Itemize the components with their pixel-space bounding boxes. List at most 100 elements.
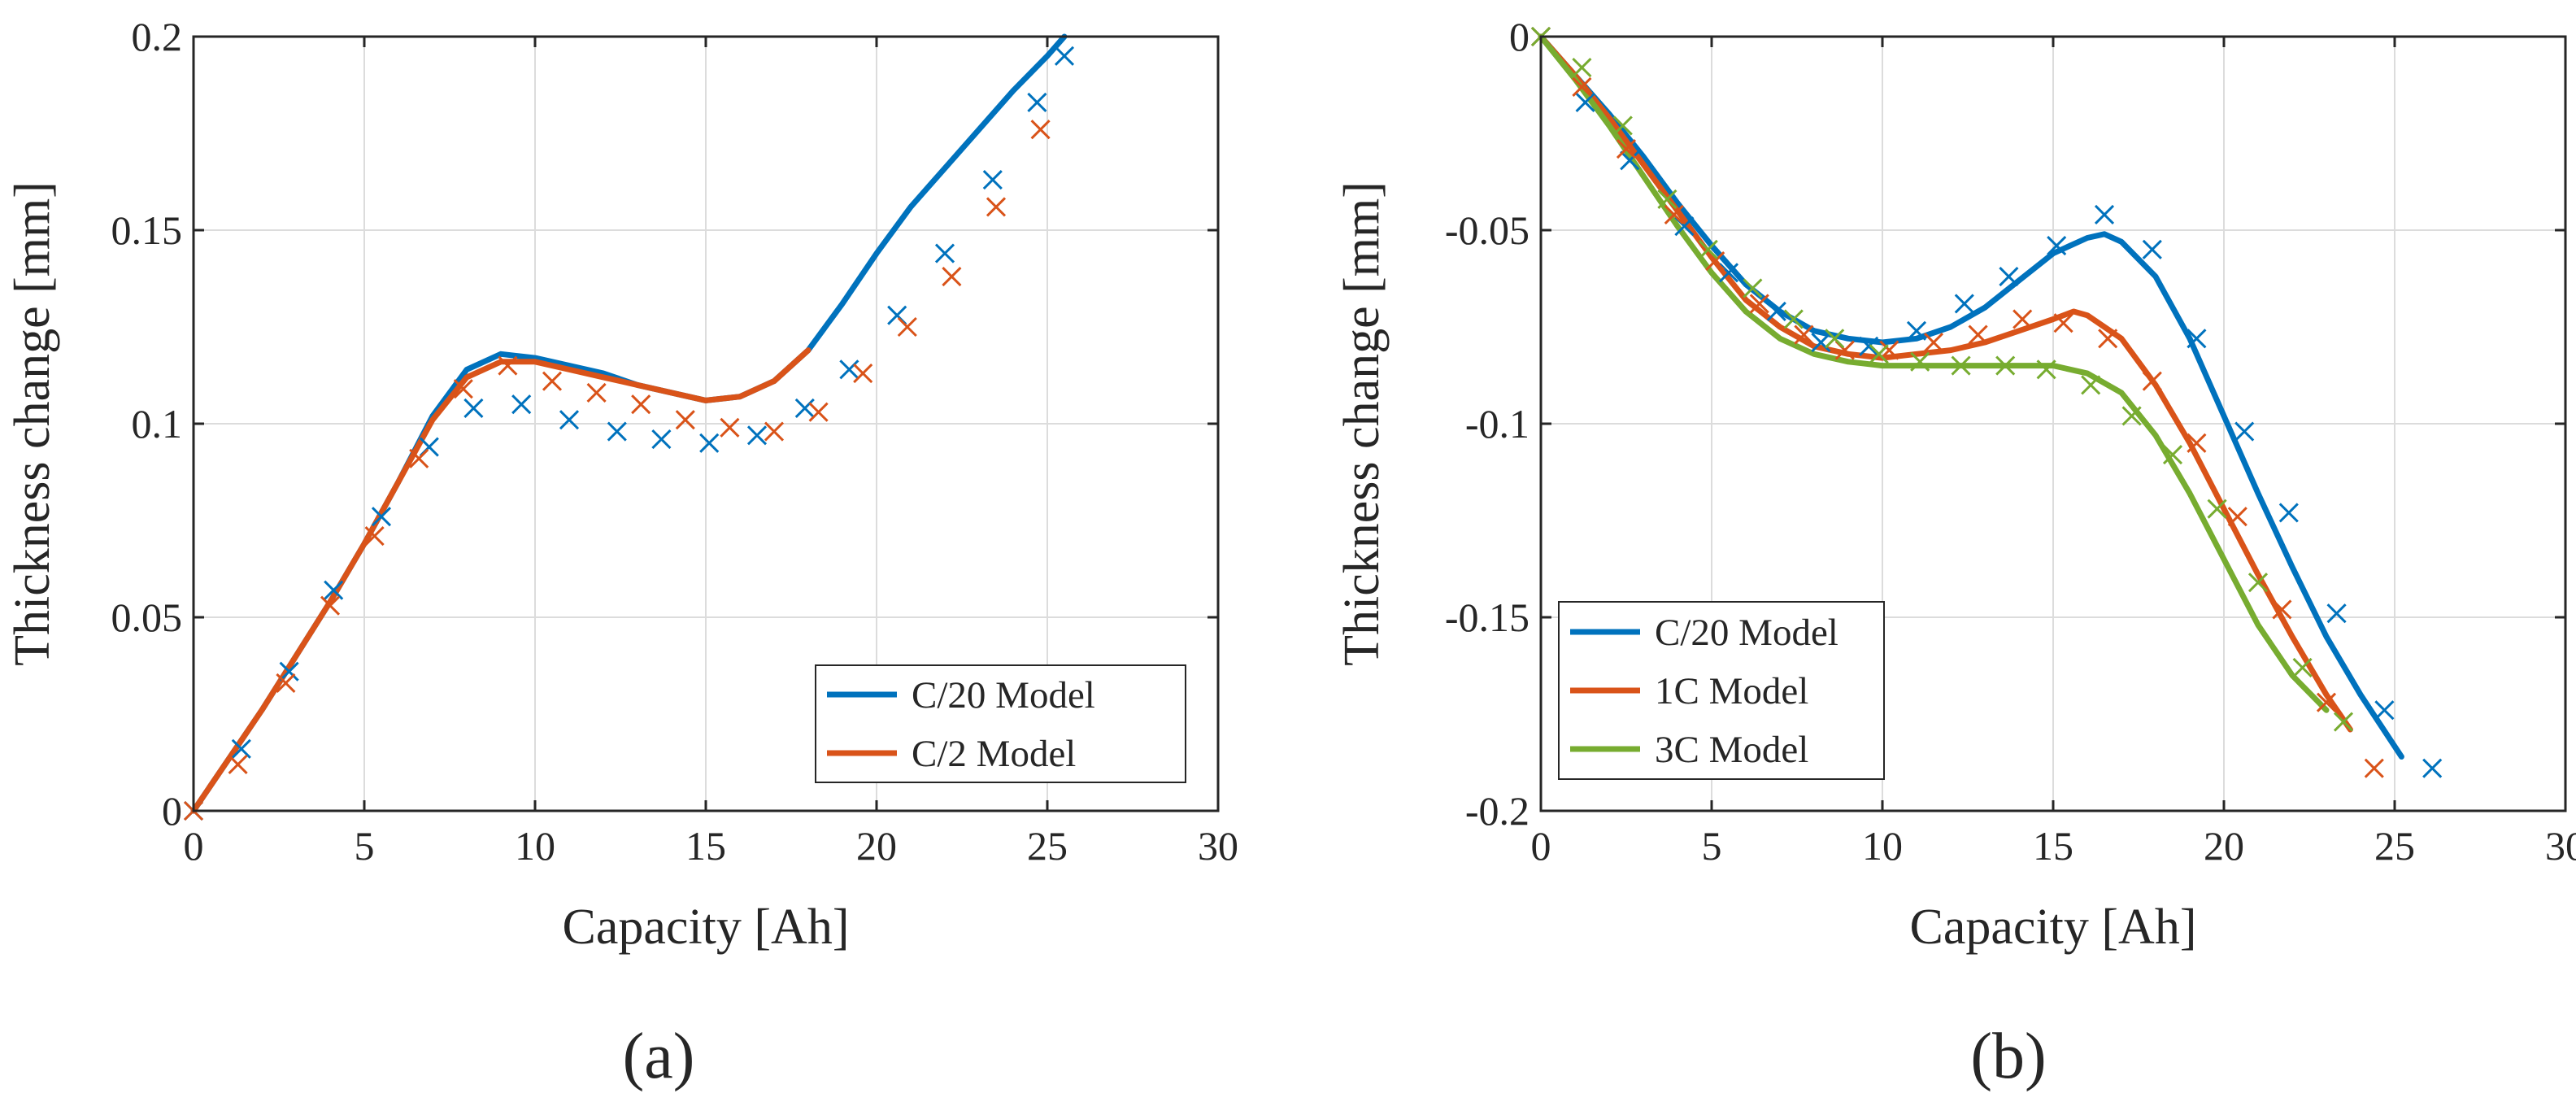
x-axis-label: Capacity [Ah] <box>1910 899 2197 955</box>
legend: C/20 Model C/2 Model <box>815 664 1186 783</box>
data-point-marker <box>2227 507 2247 527</box>
data-point-marker <box>651 429 672 450</box>
data-point-marker <box>934 243 955 264</box>
y-tick-label: 0.05 <box>111 595 183 640</box>
series-line <box>1538 33 2353 733</box>
y-tick-label: -0.15 <box>1445 595 1530 640</box>
data-point-marker <box>1743 278 1763 298</box>
y-tick-label: -0.05 <box>1445 207 1530 253</box>
data-point-marker <box>1718 263 1739 283</box>
legend-label: C/2 Model <box>912 733 1076 775</box>
data-point-marker <box>2047 235 2067 256</box>
data-point-marker <box>1811 332 1831 353</box>
y-tick-label: 0 <box>1509 14 1530 59</box>
x-tick-label: 20 <box>2204 823 2244 869</box>
data-point-marker <box>2098 329 2118 349</box>
data-point-marker <box>463 398 484 419</box>
data-point-marker <box>853 364 873 384</box>
y-tick-label: 0 <box>162 788 182 834</box>
x-tick-label: 5 <box>1702 823 1722 869</box>
data-point-marker <box>1968 324 1988 345</box>
data-point-marker <box>2036 359 2056 380</box>
data-point-marker <box>1923 332 1944 353</box>
data-point-marker <box>1030 120 1051 140</box>
data-point-marker <box>2316 692 2337 712</box>
data-point-marker <box>276 673 296 693</box>
x-tick-label: 10 <box>515 823 555 869</box>
data-point-marker <box>2187 433 2207 453</box>
data-point-marker <box>986 197 1007 217</box>
data-point-marker <box>699 433 720 453</box>
data-point-marker <box>2053 313 2073 333</box>
series-line <box>190 347 812 814</box>
data-point-marker <box>2333 712 2354 732</box>
data-point-marker <box>1749 294 1769 314</box>
data-point-marker <box>2012 309 2033 329</box>
x-tick-label: 15 <box>685 823 726 869</box>
data-point-marker <box>1995 355 2016 376</box>
data-point-marker <box>453 379 473 399</box>
legend-label: C/20 Model <box>912 674 1095 716</box>
data-point-marker <box>542 371 563 391</box>
x-tick-label: 0 <box>1531 823 1551 869</box>
data-point-marker <box>511 394 532 415</box>
data-point-marker <box>2278 503 2299 523</box>
data-point-marker <box>1616 138 1637 159</box>
data-point-marker <box>559 410 580 430</box>
y-tick-label: 0.2 <box>132 14 183 59</box>
data-point-marker <box>409 448 429 468</box>
data-point-marker <box>2162 445 2183 465</box>
data-point-marker <box>1657 189 1677 209</box>
x-tick-label: 5 <box>355 823 375 869</box>
data-point-marker <box>2326 603 2347 624</box>
data-point-marker <box>1766 301 1786 322</box>
data-point-marker <box>942 267 962 287</box>
data-point-marker <box>2247 573 2269 593</box>
data-point-marker <box>2207 499 2227 519</box>
data-point-marker <box>2374 700 2395 721</box>
data-point-marker <box>2094 204 2115 225</box>
y-tick-label: -0.2 <box>1465 788 1530 834</box>
data-point-marker <box>1705 251 1725 272</box>
data-point-marker <box>1999 267 2019 287</box>
data-point-marker <box>498 355 518 376</box>
data-point-marker <box>1664 204 1684 225</box>
legend-label: 1C Model <box>1655 670 1808 712</box>
data-point-marker <box>1869 344 1889 364</box>
data-point-marker <box>897 316 917 338</box>
data-point-marker <box>2142 239 2162 259</box>
x-tick-label: 25 <box>2374 823 2415 869</box>
x-tick-label: 30 <box>1198 823 1238 869</box>
legend-label: C/20 Model <box>1655 612 1838 654</box>
data-point-marker <box>631 394 651 415</box>
series-line <box>1538 33 2404 760</box>
data-point-marker <box>2142 371 2162 391</box>
data-point-marker <box>1951 355 1971 376</box>
data-point-marker <box>2121 406 2142 426</box>
data-point-marker <box>675 410 695 430</box>
data-point-marker <box>1698 239 1718 259</box>
x-tick-label: 0 <box>184 823 204 869</box>
data-point-marker <box>808 402 829 422</box>
data-point-marker <box>1054 46 1075 66</box>
data-point-marker <box>2272 599 2292 620</box>
data-point-marker <box>324 580 344 600</box>
data-point-marker <box>586 382 607 403</box>
data-point-marker <box>607 421 627 442</box>
data-point-marker <box>279 661 299 682</box>
panel-label-a: (a) <box>623 1021 695 1092</box>
data-point-marker <box>720 417 740 438</box>
x-tick-label: 20 <box>856 823 897 869</box>
legend: C/20 Model 1C Model 3C Model <box>1558 601 1885 780</box>
data-point-marker <box>1906 320 1927 341</box>
data-point-marker <box>2364 758 2384 778</box>
data-point-marker <box>1783 309 1804 329</box>
data-point-marker <box>839 359 859 380</box>
x-tick-label: 15 <box>2033 823 2073 869</box>
data-point-marker <box>231 738 251 759</box>
y-axis-label: Thickness change [mm] <box>5 181 60 666</box>
data-point-marker <box>2081 375 2101 395</box>
data-point-marker <box>371 507 392 527</box>
data-point-marker <box>1825 329 1845 349</box>
